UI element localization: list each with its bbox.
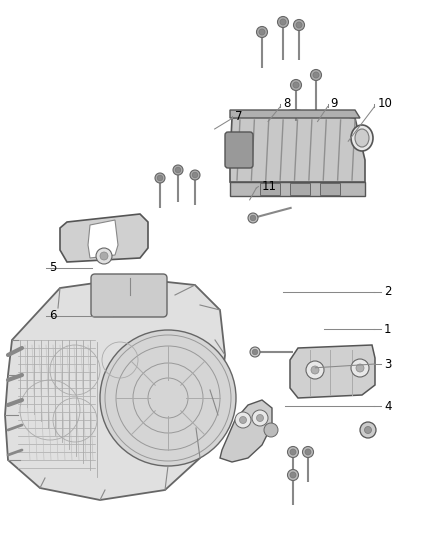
Text: 5: 5 <box>49 261 57 274</box>
Circle shape <box>296 22 302 28</box>
Circle shape <box>235 412 251 428</box>
FancyBboxPatch shape <box>91 274 167 317</box>
Circle shape <box>305 449 311 455</box>
Text: 2: 2 <box>384 285 392 298</box>
Text: 4: 4 <box>384 400 392 413</box>
Circle shape <box>290 449 296 455</box>
Circle shape <box>155 173 165 183</box>
Circle shape <box>100 330 236 466</box>
Text: 9: 9 <box>331 98 338 110</box>
FancyBboxPatch shape <box>290 183 310 195</box>
Circle shape <box>192 172 198 177</box>
Circle shape <box>264 423 278 437</box>
Circle shape <box>356 364 364 372</box>
Circle shape <box>287 447 299 457</box>
Circle shape <box>257 415 264 422</box>
Polygon shape <box>230 182 365 196</box>
Circle shape <box>293 82 299 88</box>
Circle shape <box>293 20 304 30</box>
Circle shape <box>240 416 247 424</box>
Circle shape <box>351 359 369 377</box>
Circle shape <box>248 213 258 223</box>
FancyBboxPatch shape <box>320 183 340 195</box>
Text: 10: 10 <box>378 98 392 110</box>
Circle shape <box>96 248 112 264</box>
Circle shape <box>290 472 296 478</box>
Ellipse shape <box>351 125 373 151</box>
Polygon shape <box>60 214 148 262</box>
Circle shape <box>360 422 376 438</box>
Circle shape <box>303 447 314 457</box>
Circle shape <box>250 215 256 221</box>
Circle shape <box>252 410 268 426</box>
Polygon shape <box>220 400 272 462</box>
Circle shape <box>306 361 324 379</box>
Circle shape <box>250 347 260 357</box>
Ellipse shape <box>355 129 369 147</box>
Polygon shape <box>290 345 375 398</box>
Circle shape <box>157 175 163 181</box>
Circle shape <box>173 165 183 175</box>
Text: 11: 11 <box>261 180 276 193</box>
Circle shape <box>175 167 181 173</box>
Text: 1: 1 <box>384 323 392 336</box>
Polygon shape <box>88 220 118 258</box>
Circle shape <box>311 366 319 374</box>
Text: 3: 3 <box>384 358 392 370</box>
Text: 6: 6 <box>49 309 57 322</box>
Circle shape <box>287 470 299 481</box>
Text: 8: 8 <box>283 98 291 110</box>
Polygon shape <box>230 110 365 182</box>
Circle shape <box>311 69 321 80</box>
Circle shape <box>190 170 200 180</box>
Circle shape <box>257 27 268 37</box>
Circle shape <box>290 79 301 91</box>
Circle shape <box>252 349 258 355</box>
Text: 7: 7 <box>235 110 243 123</box>
Polygon shape <box>5 278 225 500</box>
Circle shape <box>100 252 108 260</box>
Circle shape <box>313 72 319 78</box>
Circle shape <box>278 17 289 28</box>
Circle shape <box>280 19 286 25</box>
FancyBboxPatch shape <box>225 132 253 168</box>
FancyBboxPatch shape <box>260 183 280 195</box>
Circle shape <box>364 426 371 433</box>
Circle shape <box>259 29 265 35</box>
Polygon shape <box>230 110 360 118</box>
